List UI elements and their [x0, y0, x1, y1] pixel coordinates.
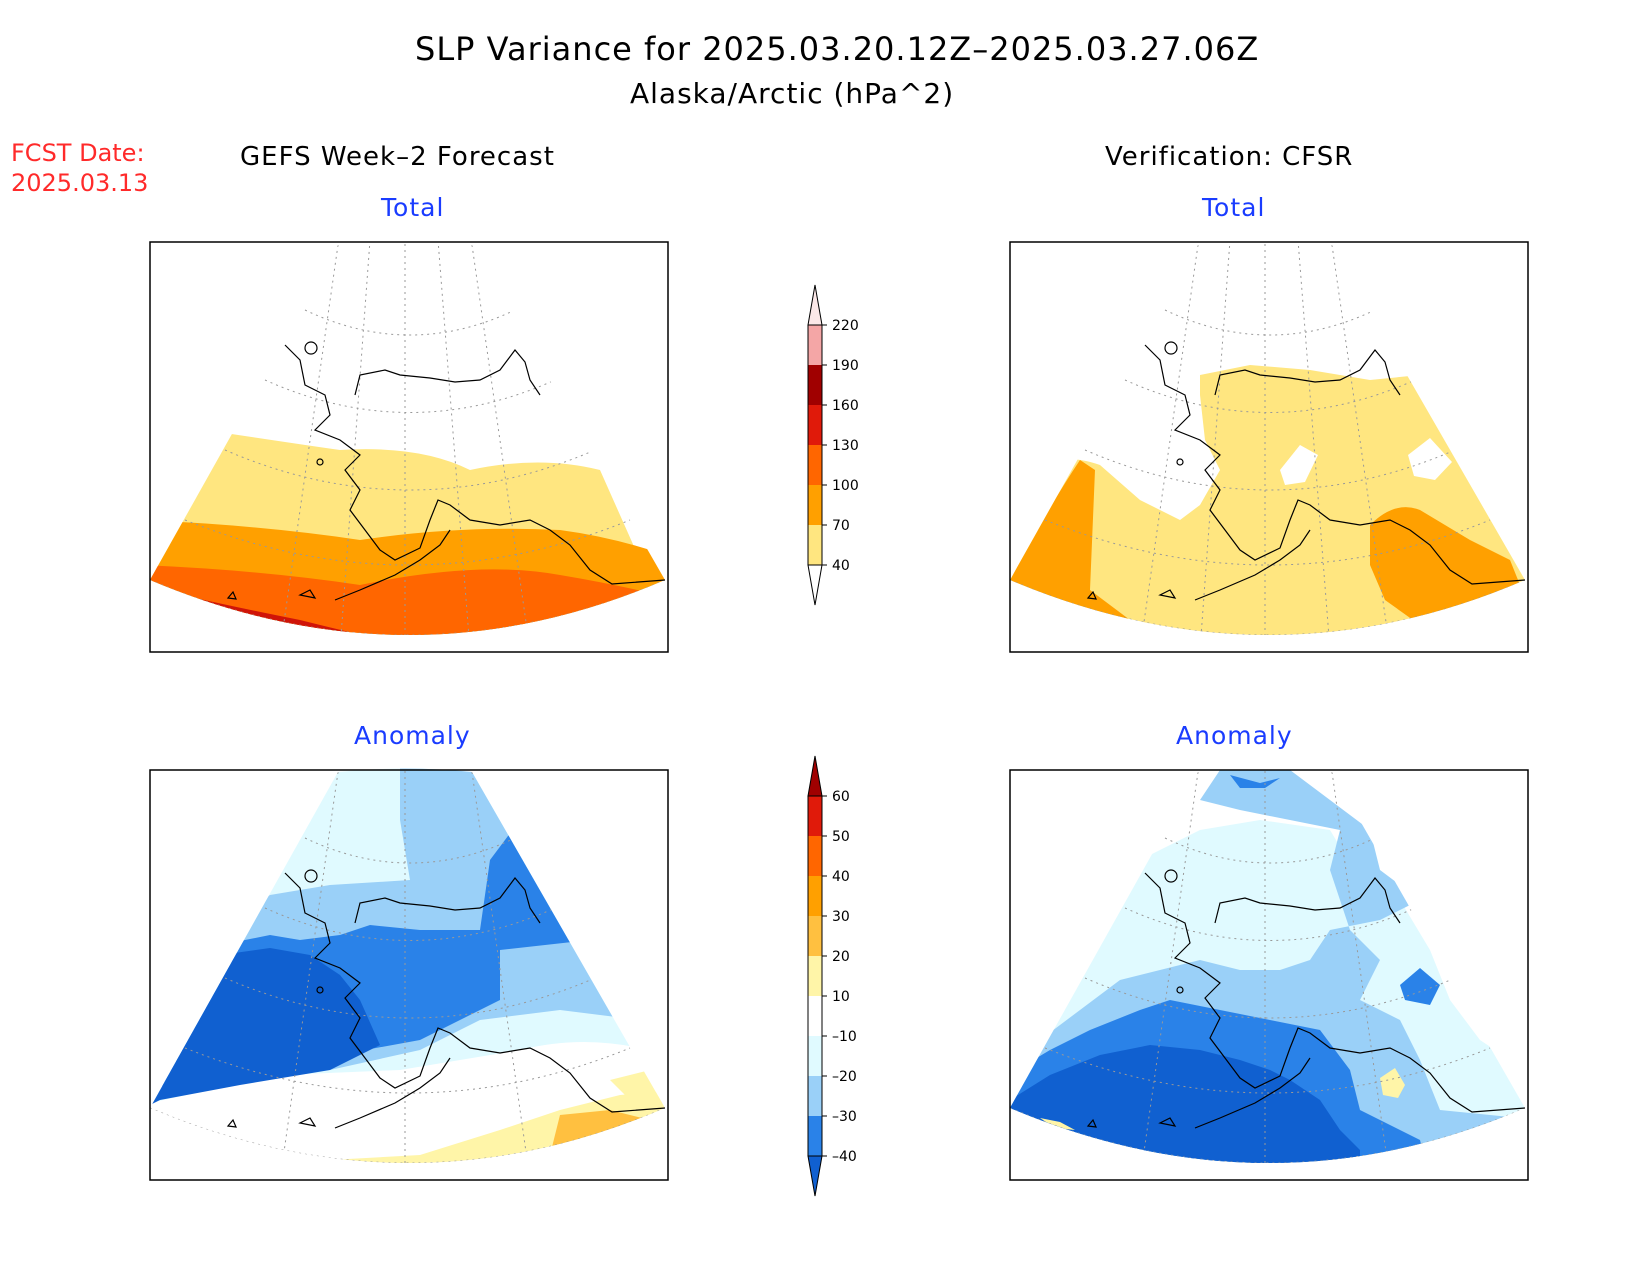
colorbar-anomaly-swatch	[808, 796, 822, 836]
fcst-date-value: 2025.03.13	[11, 169, 149, 197]
colorbar-anomaly-tick-label: 20	[832, 949, 850, 965]
shade-20-30	[550, 1110, 665, 1163]
colorbar-total-swatch	[808, 325, 822, 365]
coastline	[1086, 869, 1526, 1129]
colorbar-anomaly-tick-label: –10	[832, 1029, 857, 1045]
colorbar-anomaly-tick-label: 30	[832, 909, 850, 925]
map-panel-forecast-anomaly	[149, 768, 669, 1181]
colorbar-total-swatch	[808, 525, 822, 565]
colorbar-total-top-tip	[807, 284, 823, 326]
colorbar-anomaly-swatch	[808, 1036, 822, 1076]
graticule	[150, 768, 665, 1163]
colorbar-anomaly-tick-label: –30	[832, 1109, 857, 1125]
colorbar-total-bottom-tip	[807, 564, 823, 606]
colorbar-anomaly-swatch	[808, 1076, 822, 1116]
panel-frame	[1009, 241, 1529, 653]
colorbar-total-swatch	[808, 405, 822, 445]
chart-title: SLP Variance for 2025.03.20.12Z–2025.03.…	[415, 30, 1260, 68]
colorbar-anomaly-tick-label: 50	[832, 829, 850, 845]
colorbar-anomaly-tick-label: –20	[832, 1069, 857, 1085]
colorbar-total-swatch	[808, 485, 822, 525]
colorbar-anomaly-tick-label: 60	[832, 789, 850, 805]
shade-below-40-hole-a	[1280, 445, 1318, 485]
colorbar-anomaly-swatch	[808, 916, 822, 956]
map-panel-forecast-total	[149, 241, 669, 653]
colorbar-anomaly-swatch	[808, 1116, 822, 1156]
shade-70-100-east	[1370, 507, 1520, 625]
panel-frame	[149, 769, 669, 1181]
column-heading-verification: Verification: CFSR	[1105, 142, 1354, 172]
colorbar-anomaly-tick-label: –40	[832, 1149, 857, 1165]
colorbar-total-tick-label: 220	[832, 318, 859, 334]
fcst-date-label: FCST Date:	[11, 139, 145, 167]
panel-title-verification-total: Total	[1202, 193, 1266, 222]
colorbar-anomaly-swatch	[808, 876, 822, 916]
colorbar-total-swatch	[808, 445, 822, 485]
colorbar-total-tick-label: 190	[832, 358, 859, 374]
colorbar-total: 220 190 160 130 100 70 40	[807, 284, 859, 606]
colorbar-anomaly-tick-label: 10	[832, 989, 850, 1005]
colorbar-anomaly-bottom-tip	[807, 1155, 823, 1197]
graticule	[1010, 768, 1525, 1163]
panel-frame	[149, 241, 669, 653]
colorbar-total-swatch	[808, 365, 822, 405]
colorbar-anomaly-swatch	[808, 956, 822, 996]
chart-subtitle: Alaska/Arctic (hPa^2)	[630, 77, 955, 110]
shade-minus30-minus40-ne	[1400, 968, 1440, 1005]
graticule	[1010, 241, 1525, 635]
shade-below-40-hole-b	[1408, 438, 1452, 480]
shade-160-190	[1030, 610, 1055, 632]
colorbar-anomaly-top-tip	[807, 755, 823, 797]
colorbar-anomaly-frame	[807, 795, 823, 1157]
panel-frame	[1009, 769, 1529, 1181]
coastline	[1086, 341, 1526, 601]
colorbar-total-tick-label: 160	[832, 398, 859, 414]
colorbar-total-tick-label: 70	[832, 518, 850, 534]
colorbar-total-tick-label: 100	[832, 478, 859, 494]
coastline	[226, 341, 666, 601]
map-panel-verification-anomaly	[1009, 768, 1529, 1181]
coastline	[226, 869, 666, 1129]
shade-minus30-minus40-n	[1230, 775, 1280, 788]
colorbar-anomaly-tick-label: 40	[832, 869, 850, 885]
colorbar-anomaly: 60 50 40 30 20 10 –10 –20 –30 –40	[807, 755, 857, 1197]
shade-10-20-sw	[1040, 1118, 1075, 1130]
panel-title-forecast-total: Total	[381, 193, 445, 222]
shade-10-20	[1380, 1068, 1405, 1098]
map-panel-verification-total	[1009, 241, 1529, 653]
colorbar-anomaly-swatch	[808, 996, 822, 1036]
colorbar-anomaly-swatch	[808, 836, 822, 876]
panel-title-forecast-anomaly: Anomaly	[354, 721, 471, 750]
colorbar-total-tick-label: 130	[832, 438, 859, 454]
graticule	[150, 241, 665, 635]
column-heading-forecast: GEFS Week–2 Forecast	[240, 142, 555, 172]
panel-title-verification-anomaly: Anomaly	[1176, 721, 1293, 750]
colorbar-total-tick-label: 40	[832, 558, 850, 574]
